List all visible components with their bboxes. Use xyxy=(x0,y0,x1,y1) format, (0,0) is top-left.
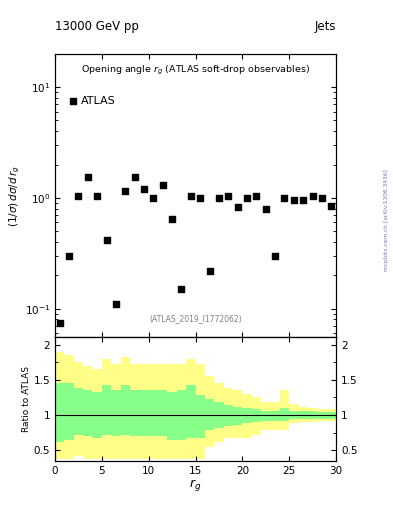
Y-axis label: Ratio to ATLAS: Ratio to ATLAS xyxy=(22,366,31,432)
Text: Opening angle $r_g$ (ATLAS soft-drop observables): Opening angle $r_g$ (ATLAS soft-drop obs… xyxy=(81,63,310,77)
Point xyxy=(319,194,325,202)
Point xyxy=(244,194,250,202)
Text: Jets: Jets xyxy=(314,20,336,33)
Point xyxy=(263,204,269,212)
Point xyxy=(150,194,156,202)
Point xyxy=(300,196,307,204)
Point xyxy=(66,252,72,260)
Text: 13000 GeV pp: 13000 GeV pp xyxy=(55,20,139,33)
Point xyxy=(216,194,222,202)
Point xyxy=(225,191,231,200)
Point xyxy=(132,173,138,181)
Point xyxy=(178,285,185,293)
Legend: ATLAS: ATLAS xyxy=(69,96,116,106)
Point xyxy=(122,187,129,195)
Point xyxy=(309,191,316,200)
Point xyxy=(141,185,147,193)
Point xyxy=(113,300,119,308)
Text: mcplots.cern.ch [arXiv:1306.3436]: mcplots.cern.ch [arXiv:1306.3436] xyxy=(384,169,389,271)
Point xyxy=(235,203,241,211)
Point xyxy=(103,236,110,244)
Point xyxy=(272,252,278,260)
Point xyxy=(197,194,203,202)
Point xyxy=(188,191,194,200)
Y-axis label: $(1/\sigma)\,d\sigma/d\,r_g$: $(1/\sigma)\,d\sigma/d\,r_g$ xyxy=(7,165,22,227)
Point xyxy=(160,181,166,189)
Point xyxy=(84,173,91,181)
Point xyxy=(253,191,259,200)
Point xyxy=(206,267,213,275)
Point xyxy=(94,191,100,200)
Point xyxy=(328,202,334,210)
Point xyxy=(57,318,63,327)
X-axis label: $r_g$: $r_g$ xyxy=(189,477,202,493)
Point xyxy=(291,196,297,204)
Point xyxy=(281,194,288,202)
Point xyxy=(75,191,82,200)
Text: (ATLAS_2019_I1772062): (ATLAS_2019_I1772062) xyxy=(149,314,242,323)
Point xyxy=(169,215,175,223)
